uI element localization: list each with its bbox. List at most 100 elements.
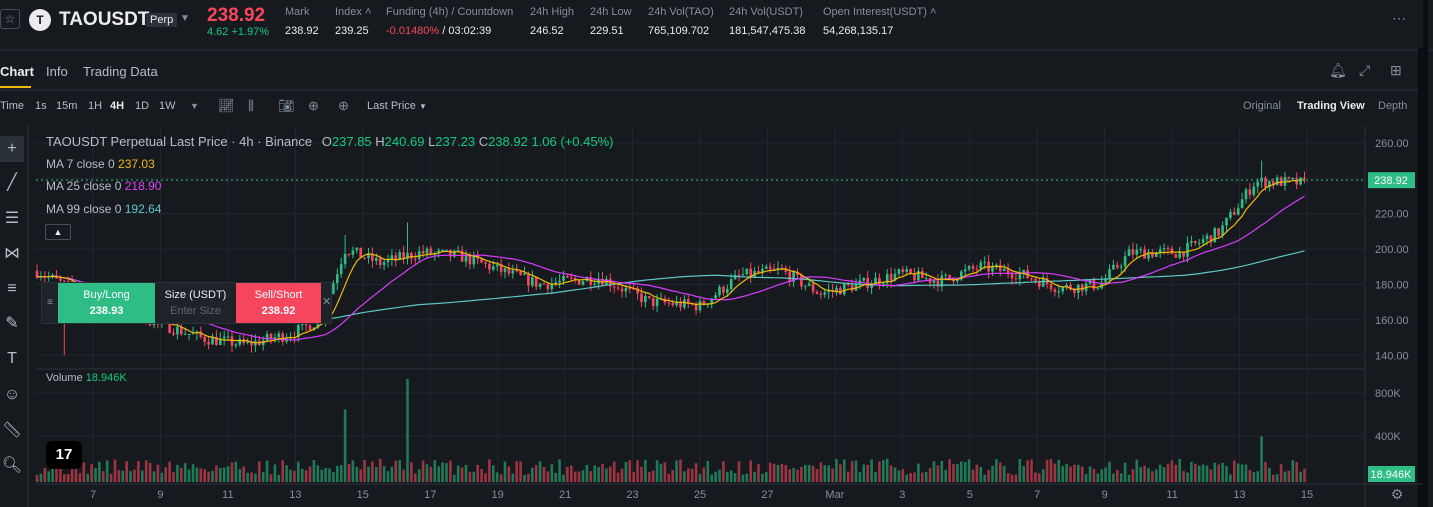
volume-bar: [1104, 467, 1107, 482]
candle-body: [1205, 235, 1209, 240]
collapse-legend-button[interactable]: ▲: [45, 224, 71, 240]
time-tick-label: 11: [222, 489, 233, 501]
candle-body: [1010, 274, 1014, 279]
expand-icon[interactable]: ⤢: [1359, 62, 1371, 78]
volume-bar: [1248, 469, 1252, 482]
emoji-icon[interactable]: ☺: [3, 386, 21, 403]
tab-chart[interactable]: Chart: [0, 64, 34, 79]
candle-body: [176, 326, 179, 335]
candle-body: [269, 333, 273, 340]
candle-body: [671, 303, 674, 306]
volume-bar: [351, 460, 355, 482]
interval-4h[interactable]: 4H: [110, 100, 125, 112]
bell-icon[interactable]: 🔔︎: [1329, 62, 1347, 78]
candle-body: [234, 344, 238, 346]
tab-info[interactable]: Info: [46, 64, 68, 79]
settings-icon[interactable]: ⚙: [1391, 487, 1404, 503]
chevron-down-icon[interactable]: ▼: [180, 13, 190, 24]
candle-type-icon[interactable]: ⫼: [248, 98, 254, 113]
candle-body: [745, 268, 749, 275]
chevron-down-icon[interactable]: ▼: [190, 101, 199, 111]
candle-body: [1018, 273, 1022, 280]
volume-bar: [776, 465, 780, 482]
volume-bar: [609, 466, 612, 482]
price-source-select[interactable]: Last Price ▼: [367, 100, 427, 112]
symbol-name[interactable]: TAOUSDT: [59, 9, 150, 30]
trendline-icon[interactable]: ╱: [7, 174, 17, 191]
volume-bar: [523, 474, 526, 482]
pattern-icon[interactable]: ⋈: [4, 245, 20, 262]
candle-body: [542, 283, 546, 285]
grid-layout-icon[interactable]: ⊞: [1390, 62, 1402, 78]
text-icon[interactable]: T: [7, 350, 17, 367]
stat-funding: Funding (4h) / Countdown -0.01480% / 03:…: [386, 6, 514, 37]
camera-icon[interactable]: 📷︎: [278, 98, 295, 113]
candle-body: [878, 277, 881, 285]
volume-bar: [441, 462, 444, 482]
drag-handle-icon[interactable]: ≡: [47, 297, 53, 308]
candle-body: [207, 341, 210, 345]
interval-1w[interactable]: 1W: [159, 100, 176, 112]
view-depth[interactable]: Depth: [1378, 100, 1408, 112]
compare-icon[interactable]: ⊕: [338, 98, 349, 113]
candle-body: [1053, 289, 1057, 292]
horizontal-lines-icon[interactable]: ☰: [4, 210, 20, 227]
candle-body: [277, 333, 281, 338]
ticker-bar: ☆ T TAOUSDT Perp ▼ 238.92 4.62 +1.97% Ma…: [0, 0, 1423, 48]
ruler-icon[interactable]: 📏︎: [1, 422, 23, 439]
candle-body: [390, 255, 394, 260]
volume-bar: [1010, 474, 1014, 482]
time-tick-label: Mar: [825, 489, 844, 501]
candle-body: [889, 273, 893, 281]
interval-1d[interactable]: 1D: [135, 100, 150, 112]
volume-bar: [792, 467, 795, 482]
candle-body: [1279, 177, 1283, 186]
candle-body: [882, 283, 885, 285]
view-original[interactable]: Original: [1243, 100, 1281, 112]
size-input[interactable]: Size (USDT) Enter Size: [164, 289, 227, 317]
stat-index[interactable]: Index ˄ 239.25: [335, 6, 372, 37]
add-icon[interactable]: ⊕: [308, 98, 319, 113]
low-value: 237.23: [435, 134, 476, 149]
candle-body: [1264, 177, 1267, 188]
interval-1h[interactable]: 1H: [88, 100, 103, 112]
brush-icon[interactable]: ✎: [5, 315, 19, 332]
volume-bar: [1041, 469, 1045, 482]
view-trading-view[interactable]: Trading View: [1297, 100, 1365, 112]
buy-long-button[interactable]: Buy/Long 238.93: [58, 283, 155, 323]
zoom-icon[interactable]: 🔍︎: [1, 457, 23, 474]
candle-body: [784, 269, 788, 273]
interval-15m[interactable]: 15m: [56, 100, 78, 112]
volume-bar: [1252, 472, 1256, 482]
volume-bar: [1205, 465, 1209, 482]
volume-bar: [1026, 460, 1029, 482]
interval-1s[interactable]: 1s: [35, 100, 47, 112]
volume-bar: [874, 471, 877, 482]
volume-bar: [807, 464, 811, 482]
candle-body: [963, 269, 967, 272]
volume-bar: [889, 465, 893, 482]
candle-body: [971, 266, 975, 269]
candle-body: [394, 255, 398, 260]
volume-bar: [550, 464, 554, 482]
crosshair-icon[interactable]: +: [0, 136, 24, 162]
candle-body: [1139, 249, 1142, 251]
time-tick-label: 7: [1034, 489, 1040, 501]
close-icon[interactable]: ✕: [322, 296, 332, 308]
price-change: 4.62 +1.97%: [207, 26, 270, 38]
volume-bar: [437, 466, 440, 482]
more-icon[interactable]: ⋯: [1392, 10, 1407, 26]
volume-bar: [156, 464, 160, 482]
stat-open-interest[interactable]: Open Interest(USDT) ˄ 54,268,135.17: [823, 6, 937, 37]
indicator-icon[interactable]: 📈︎: [218, 98, 235, 113]
sell-short-button[interactable]: Sell/Short 238.92: [236, 283, 321, 323]
volume-bar: [1229, 474, 1232, 482]
volume-bar: [289, 469, 292, 482]
star-icon[interactable]: ☆: [0, 9, 20, 29]
volume-bar: [1299, 471, 1302, 482]
tab-trading-data[interactable]: Trading Data: [83, 64, 158, 79]
fib-icon[interactable]: ≡: [7, 280, 17, 297]
volume-bar: [1038, 473, 1041, 482]
candle-body: [694, 304, 698, 311]
funding-countdown: / 03:02:39: [439, 25, 492, 37]
